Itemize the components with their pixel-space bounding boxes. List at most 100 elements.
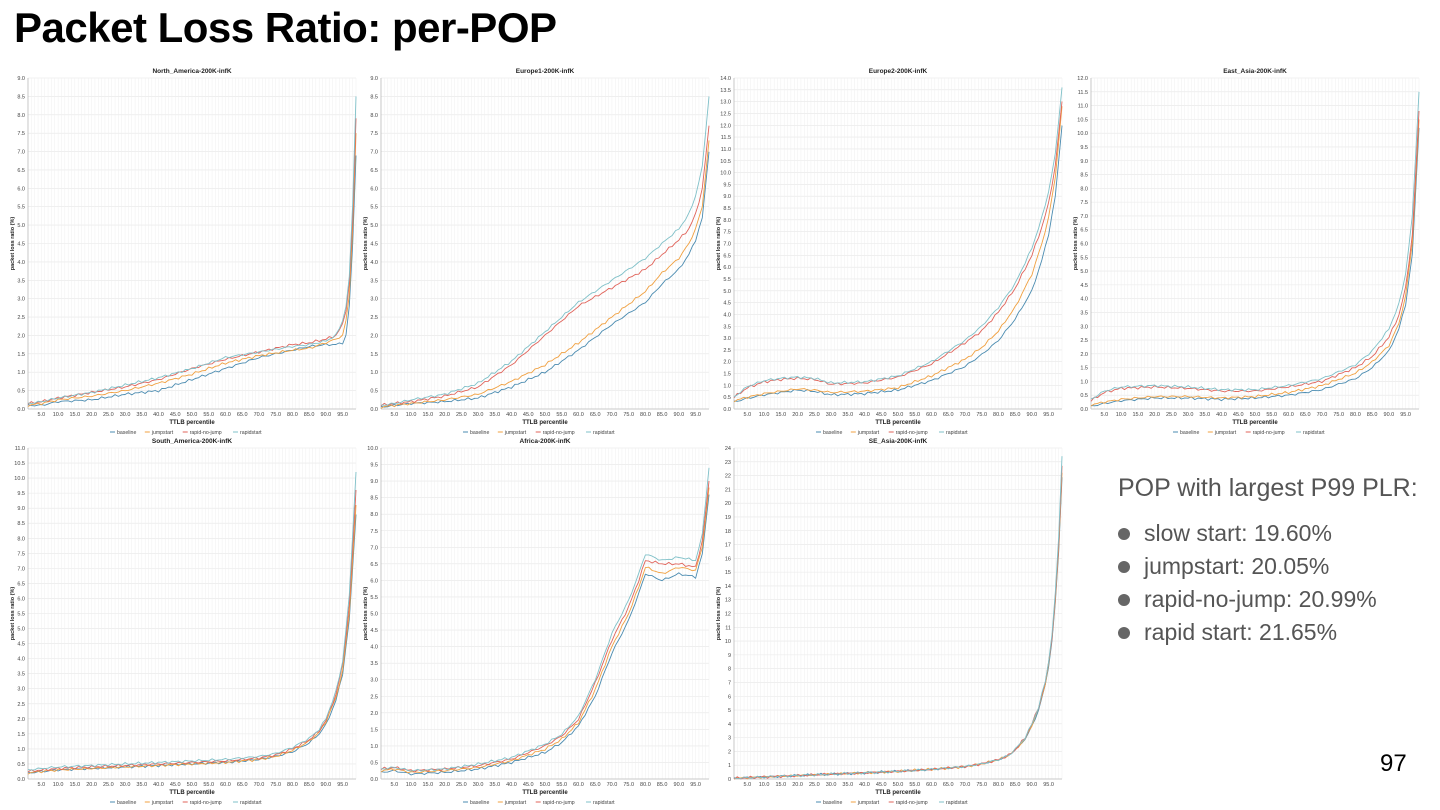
y-tick-label: 9.5 — [1080, 145, 1088, 151]
x-tick-label: 30.0 — [826, 782, 837, 788]
y-tick-label: 11.0 — [1078, 104, 1088, 110]
y-tick-label: 10.5 — [1077, 117, 1088, 123]
y-tick-label: 0.5 — [17, 389, 25, 395]
y-tick-label: 2 — [728, 749, 731, 755]
bullet-icon — [1118, 593, 1130, 606]
x-tick-label: 45.0 — [170, 412, 181, 418]
x-tick-label: 90.0 — [674, 782, 685, 788]
x-tick-label: 5.0 — [744, 782, 752, 788]
y-tick-label: 6.0 — [370, 186, 378, 192]
y-tick-label: 5.0 — [1080, 269, 1088, 275]
x-tick-label: 95.0 — [1400, 412, 1411, 418]
y-tick-label: 8.5 — [1080, 173, 1088, 179]
y-tick-label: 9.0 — [17, 506, 25, 512]
y-tick-label: 3.5 — [17, 672, 25, 678]
y-tick-label: 11.0 — [721, 147, 731, 153]
y-tick-label: 2.0 — [723, 360, 731, 366]
y-tick-label: 2.5 — [17, 315, 25, 321]
y-tick-label: 0.0 — [17, 407, 25, 413]
legend-label-jumpstart: jumpstart — [857, 800, 880, 806]
y-tick-label: 7.0 — [370, 150, 378, 156]
x-tick-label: 65.0 — [943, 782, 954, 788]
legend-label-baseline: baseline — [470, 430, 489, 436]
chart-svg: North_America-200K-infK 0.0 0.5 1.0 1.5 2.0 2.… — [10, 68, 357, 436]
x-tick-label: 40.0 — [506, 412, 517, 418]
chart-africa: Africa-200K-infK 0.0 0.5 1.0 1.5 2.0 2.5 3.0 3.5… — [361, 434, 711, 807]
x-tick-label: 80.0 — [287, 782, 298, 788]
series-line-baseline — [27, 155, 357, 407]
legend-label-jumpstart: jumpstart — [1214, 430, 1237, 436]
bullet-icon — [1118, 527, 1130, 540]
series-line-jumpstart — [27, 132, 357, 407]
y-tick-label: 6.0 — [370, 578, 378, 584]
x-axis-label: TTLB percentile — [522, 790, 568, 796]
y-tick-label: 10.5 — [720, 159, 731, 165]
y-axis-label: packet loss ratio (%) — [10, 587, 16, 641]
legend-label-rapid-no-jump: rapid-no-jump — [896, 800, 928, 806]
x-tick-label: 20.0 — [792, 412, 803, 418]
y-tick-label: 3.0 — [17, 297, 25, 303]
y-tick-label: 7.0 — [723, 242, 731, 248]
y-tick-label: 0.0 — [370, 407, 378, 413]
x-tick-label: 5.0 — [38, 412, 46, 418]
x-tick-label: 85.0 — [304, 782, 315, 788]
x-axis-label: TTLB percentile — [1232, 420, 1278, 426]
y-tick-label: 13.5 — [720, 88, 731, 94]
x-tick-label: 25.0 — [103, 782, 114, 788]
x-tick-label: 40.0 — [506, 782, 517, 788]
y-tick-label: 4.5 — [17, 642, 25, 648]
legend-label-rapidstart: rapidstart — [593, 430, 615, 436]
x-tick-label: 30.0 — [473, 782, 484, 788]
x-tick-label: 30.0 — [120, 782, 131, 788]
y-tick-label: 9.0 — [370, 76, 378, 82]
y-tick-label: 4.5 — [1080, 283, 1088, 289]
x-tick-label: 45.0 — [523, 782, 534, 788]
x-tick-label: 15.0 — [69, 412, 80, 418]
legend-label-rapidstart: rapidstart — [593, 800, 615, 806]
y-tick-label: 4.5 — [370, 628, 378, 634]
x-tick-label: 65.0 — [590, 782, 601, 788]
series-line-rapid-no-jump — [27, 489, 357, 773]
y-axis-label: packet loss ratio (%) — [1073, 217, 1079, 271]
y-tick-label: 1.5 — [17, 352, 25, 358]
x-tick-label: 35.0 — [136, 782, 147, 788]
x-tick-label: 75.0 — [270, 412, 281, 418]
x-tick-label: 75.0 — [623, 782, 634, 788]
chart-title: North_America-200K-infK — [152, 68, 231, 75]
y-tick-label: 7.5 — [17, 131, 25, 137]
x-tick-label: 80.0 — [287, 412, 298, 418]
x-tick-label: 30.0 — [826, 412, 837, 418]
x-tick-label: 45.0 — [1233, 412, 1244, 418]
series-line-baseline — [733, 125, 1063, 402]
y-tick-label: 1 — [728, 763, 731, 769]
x-tick-label: 85.0 — [304, 412, 315, 418]
x-tick-label: 55.0 — [1266, 412, 1277, 418]
y-tick-label: 4 — [728, 722, 731, 728]
legend-label-rapidstart: rapidstart — [946, 800, 968, 806]
x-tick-label: 85.0 — [657, 782, 668, 788]
legend-label-rapidstart: rapidstart — [240, 800, 262, 806]
y-tick-label: 10.5 — [14, 461, 25, 467]
x-tick-label: 25.0 — [456, 412, 467, 418]
y-tick-label: 9.0 — [723, 194, 731, 200]
x-tick-label: 5.0 — [1101, 412, 1109, 418]
y-tick-label: 5.5 — [370, 595, 378, 601]
x-tick-label: 70.0 — [254, 782, 265, 788]
page-number: 97 — [1380, 750, 1407, 777]
legend-label-rapid-no-jump: rapid-no-jump — [1253, 430, 1285, 436]
x-tick-label: 80.0 — [993, 412, 1004, 418]
y-tick-label: 0.5 — [370, 760, 378, 766]
x-tick-label: 90.0 — [1027, 782, 1038, 788]
y-tick-label: 1.5 — [17, 732, 25, 738]
x-tick-label: 70.0 — [960, 412, 971, 418]
y-tick-label: 9.5 — [17, 491, 25, 497]
y-tick-label: 9.5 — [370, 463, 378, 469]
y-axis-label: packet loss ratio (%) — [716, 217, 722, 271]
y-tick-label: 13 — [725, 598, 731, 604]
y-tick-label: 5.0 — [723, 289, 731, 295]
x-tick-label: 75.0 — [1333, 412, 1344, 418]
x-tick-label: 45.0 — [170, 782, 181, 788]
x-tick-label: 10.0 — [53, 412, 64, 418]
series-line-rapidstart — [27, 471, 357, 771]
x-tick-label: 75.0 — [976, 782, 987, 788]
